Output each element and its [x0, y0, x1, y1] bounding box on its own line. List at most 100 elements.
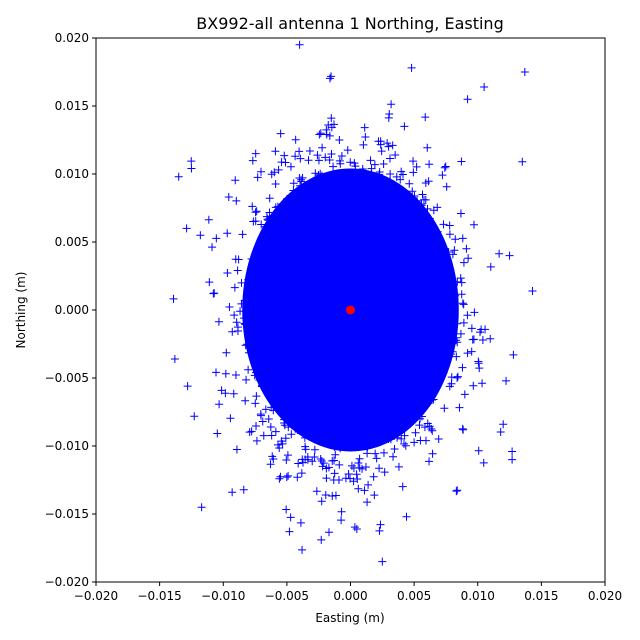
data-point — [252, 207, 261, 216]
data-point — [439, 331, 448, 340]
data-point — [393, 399, 402, 408]
data-point — [355, 210, 364, 219]
data-point — [265, 194, 274, 203]
data-point — [343, 264, 352, 273]
data-point — [358, 257, 367, 266]
data-point — [518, 157, 527, 166]
data-point — [325, 74, 334, 83]
data-point — [528, 286, 537, 295]
data-point — [269, 331, 278, 340]
data-point — [316, 422, 325, 431]
data-point — [432, 288, 441, 297]
data-point — [385, 270, 394, 279]
data-point — [458, 234, 467, 243]
data-point — [249, 343, 258, 352]
data-point — [310, 239, 319, 248]
data-point — [280, 239, 289, 248]
data-point — [395, 403, 404, 412]
data-point — [284, 351, 293, 360]
data-point — [280, 421, 289, 430]
data-point — [480, 82, 489, 91]
data-point — [284, 360, 293, 369]
data-point — [325, 377, 334, 386]
data-point — [247, 254, 256, 263]
data-point — [355, 320, 363, 329]
data-point — [375, 170, 384, 179]
data-point — [382, 218, 391, 227]
data-point — [371, 183, 380, 192]
data-point — [340, 420, 349, 429]
data-point — [295, 219, 304, 228]
data-point — [257, 343, 266, 352]
data-point — [263, 273, 272, 282]
data-point — [410, 324, 419, 333]
data-point — [298, 330, 307, 339]
data-point — [285, 527, 294, 536]
data-point — [324, 180, 333, 189]
data-point — [266, 460, 275, 469]
data-point — [353, 364, 362, 373]
data-point — [287, 328, 296, 337]
data-point — [359, 398, 368, 407]
data-point — [308, 182, 317, 191]
data-point — [436, 247, 445, 256]
data-point — [355, 190, 364, 199]
data-point — [327, 114, 336, 123]
data-point — [309, 201, 318, 210]
data-point — [366, 329, 375, 338]
data-point — [416, 272, 425, 281]
y-tick-label: −0.020 — [45, 575, 89, 589]
data-point — [314, 179, 323, 188]
data-point — [340, 259, 349, 268]
data-point — [205, 278, 214, 287]
data-point — [276, 341, 285, 350]
y-tick-label: −0.010 — [45, 439, 89, 453]
data-point — [382, 288, 391, 297]
data-point — [328, 492, 337, 501]
data-point — [293, 425, 302, 434]
data-point — [401, 282, 410, 291]
data-point — [456, 209, 465, 218]
data-point — [394, 462, 403, 471]
data-point — [417, 229, 426, 238]
data-point — [384, 142, 393, 151]
data-point — [298, 173, 307, 182]
data-point — [428, 262, 437, 271]
data-point — [375, 464, 384, 473]
data-point — [281, 375, 290, 384]
data-point — [347, 256, 356, 265]
data-point — [397, 167, 406, 176]
data-point — [409, 348, 418, 357]
data-point — [388, 349, 397, 358]
data-point — [424, 274, 433, 283]
data-point — [384, 435, 393, 444]
data-point — [373, 405, 382, 414]
data-point — [361, 239, 370, 248]
data-point — [368, 235, 377, 244]
data-point — [248, 156, 257, 165]
data-point — [400, 318, 409, 327]
data-point — [294, 292, 303, 301]
data-point — [214, 317, 223, 326]
data-point — [376, 137, 385, 146]
data-point — [228, 488, 237, 497]
data-point — [419, 355, 428, 364]
data-point — [204, 215, 213, 224]
data-point — [306, 407, 315, 416]
data-point — [286, 302, 295, 311]
data-point — [251, 149, 260, 158]
data-point — [314, 361, 323, 370]
data-point — [336, 416, 345, 425]
data-point — [341, 318, 350, 327]
data-point — [330, 411, 339, 420]
data-point — [377, 147, 386, 156]
data-point — [270, 168, 279, 177]
data-point — [293, 233, 302, 242]
data-point — [306, 282, 315, 291]
data-point — [467, 347, 476, 356]
data-point — [445, 382, 454, 391]
data-point — [296, 518, 305, 527]
data-point — [257, 371, 266, 380]
data-point — [354, 261, 363, 270]
data-point — [269, 300, 278, 309]
